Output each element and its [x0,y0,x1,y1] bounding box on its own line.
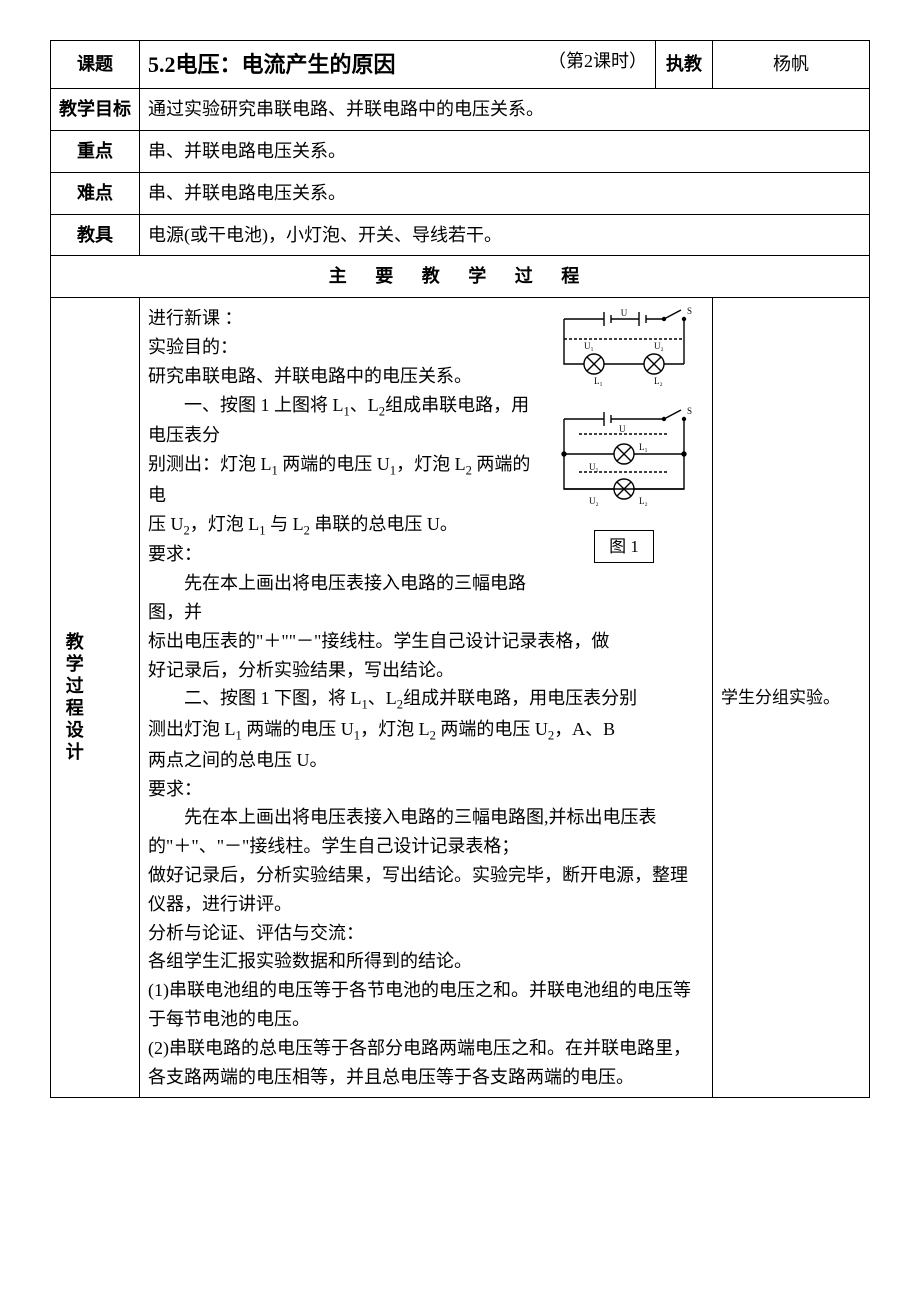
objective-label: 教学目标 [51,89,140,131]
process-body: U U₁ U₂ L₁ L₂ S [140,298,713,1098]
figure-1: U U₁ U₂ L₁ L₂ S [544,304,704,563]
svg-text:U₂: U₂ [589,496,599,506]
difficulty-text: 串、并联电路电压关系。 [140,172,870,214]
line: 测出灯泡 L1 两端的电压 U1，灯泡 L2 两端的电压 U2，A、B [148,715,704,746]
svg-text:U₂: U₂ [654,341,664,351]
parallel-circuit-icon: U L₁ L₂ U₁ U₂ S [549,404,699,514]
svg-text:L₂: L₂ [639,496,648,506]
svg-text:L₁: L₁ [639,442,648,452]
svg-text:U: U [621,308,628,318]
svg-text:L₂: L₂ [654,376,663,386]
svg-text:U₁: U₁ [584,341,594,351]
process-side-label: 教学过程设计 [51,298,140,1098]
keypoint-label: 重点 [51,130,140,172]
line: 先在本上画出将电压表接入电路的三幅电路图,并标出电压表 [148,803,704,832]
period: （第2课时） [548,47,647,76]
svg-text:U₁: U₁ [589,462,599,472]
objective-text: 通过实验研究串联电路、并联电路中的电压关系。 [140,89,870,131]
figure-caption: 图 1 [594,530,654,563]
line: 要求： [148,775,704,804]
line: 标出电压表的"＋""－"接线柱。学生自己设计记录表格，做 [148,627,704,656]
series-circuit-icon: U U₁ U₂ L₁ L₂ S [549,304,699,394]
lesson-plan-table: 课题 5.2电压：电流产生的原因 （第2课时） 执教 杨帆 教学目标 通过实验研… [50,40,870,1098]
line: (1)串联电池组的电压等于各节电池的电压之和。并联电池组的电压等于每节电池的电压… [148,976,704,1034]
line: 二、按图 1 下图，将 L1、L2组成并联电路，用电压表分别 [148,684,704,715]
line: 好记录后，分析实验结果，写出结论。 [148,656,704,685]
svg-text:U: U [619,424,626,434]
topic-cell: 5.2电压：电流产生的原因 （第2课时） [140,41,656,89]
svg-text:L₁: L₁ [594,376,603,386]
svg-text:S: S [687,306,692,316]
difficulty-label: 难点 [51,172,140,214]
svg-text:S: S [687,406,692,416]
section-header: 主 要 教 学 过 程 [51,256,870,298]
keypoint-text: 串、并联电路电压关系。 [140,130,870,172]
line: 两点之间的总电压 U。 [148,746,704,775]
line: 分析与论证、评估与交流： [148,919,704,948]
topic-label: 课题 [51,41,140,89]
line: 的"＋"、"－"接线柱。学生自己设计记录表格； [148,832,704,861]
line: 各组学生汇报实验数据和所得到的结论。 [148,947,704,976]
teacher-name: 杨帆 [713,41,870,89]
line: 做好记录后，分析实验结果，写出结论。实验完毕，断开电源，整理仪器，进行讲评。 [148,861,704,919]
line: (2)串联电路的总电压等于各部分电路两端电压之和。在并联电路里，各支路两端的电压… [148,1034,704,1092]
topic-title: 5.2电压：电流产生的原因 [148,52,396,77]
teacher-label: 执教 [656,41,713,89]
tools-text: 电源(或干电池)，小灯泡、开关、导线若干。 [140,214,870,256]
tools-label: 教具 [51,214,140,256]
line: 先在本上画出将电压表接入电路的三幅电路图，并 [148,569,704,627]
side-note: 学生分组实验。 [713,298,870,1098]
